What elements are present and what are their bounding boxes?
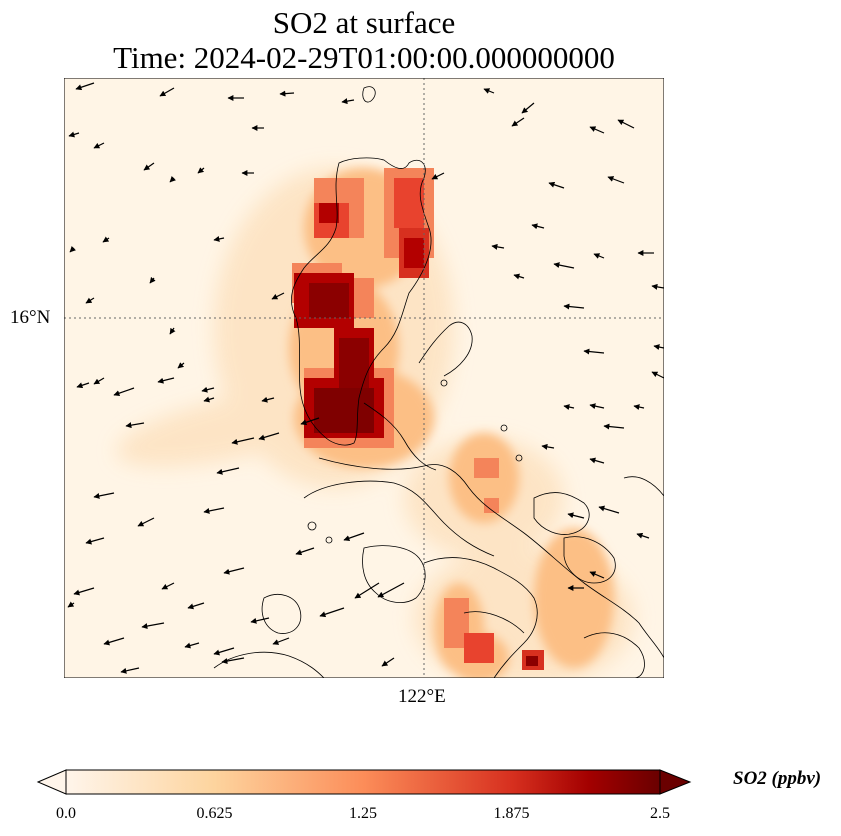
wind-arrow	[583, 348, 605, 355]
wind-arrow	[603, 423, 625, 430]
wind-arrow	[483, 88, 495, 94]
wind-arrow	[491, 243, 505, 250]
wind-arrow	[221, 657, 245, 664]
wind-arrow	[531, 223, 545, 230]
wind-arrow	[598, 505, 620, 514]
colorbar-label: SO2 (ppbv)	[733, 768, 822, 789]
wind-vectors	[67, 82, 664, 674]
gridlines	[64, 78, 664, 678]
wind-arrow	[213, 235, 225, 242]
wind-arrow	[177, 362, 185, 369]
wind-arrow	[511, 117, 525, 127]
wind-arrow	[203, 507, 225, 514]
wind-arrow	[513, 273, 525, 280]
wind-arrow	[653, 344, 664, 351]
wind-arrow	[102, 236, 110, 243]
wind-arrow	[589, 571, 605, 579]
wind-arrow	[354, 582, 380, 599]
wind-arrow	[607, 176, 625, 184]
wind-arrow	[521, 102, 535, 114]
colorbar-tick-label: 2.5	[650, 805, 670, 822]
wind-arrow	[381, 657, 395, 667]
wind-arrow	[250, 617, 270, 624]
map-subtitle: Time: 2024-02-29T01:00:00.000000000	[113, 40, 615, 75]
wind-arrow	[617, 119, 635, 129]
colorbar-tick-label: 1.875	[493, 805, 530, 822]
wind-arrow	[149, 276, 156, 284]
wind-arrow	[589, 403, 605, 410]
wind-arrow	[279, 90, 295, 97]
wind-arrow	[137, 517, 155, 527]
wind-arrow	[157, 377, 175, 384]
wind-arrow	[295, 547, 315, 556]
wind-arrow	[651, 283, 664, 290]
colorbar	[36, 769, 692, 795]
wind-arrow	[567, 512, 585, 519]
wind-arrow	[231, 437, 255, 445]
map-title: SO2 at surface	[272, 5, 456, 40]
wind-arrow	[341, 98, 355, 105]
so2-map	[64, 78, 664, 678]
wind-arrow	[548, 181, 565, 189]
colorbar-min-extend	[36, 769, 67, 795]
wind-arrow	[120, 667, 140, 674]
wind-arrow	[553, 262, 575, 269]
coastlines	[213, 86, 664, 678]
latitude-tick-label: 16°N	[10, 307, 51, 328]
wind-arrow	[161, 582, 175, 590]
wind-arrow	[541, 443, 555, 450]
wind-arrow	[93, 142, 105, 149]
wind-arrow	[187, 602, 205, 610]
wind-arrow	[93, 377, 105, 385]
wind-arrow	[159, 87, 175, 97]
wind-arrow	[272, 637, 290, 645]
colorbar-tick-label: 1.25	[349, 805, 377, 822]
wind-arrow	[85, 537, 105, 545]
colorbar-max-extend	[659, 769, 692, 795]
wind-arrow	[103, 637, 125, 646]
wind-arrow	[203, 396, 215, 403]
wind-arrow	[141, 622, 165, 629]
wind-arrow	[197, 167, 205, 174]
wind-arrow	[213, 647, 235, 656]
wind-arrow	[76, 382, 90, 389]
wind-arrow	[201, 386, 215, 393]
wind-arrow	[651, 371, 664, 379]
wind-arrow	[261, 396, 275, 403]
wind-arrow	[636, 532, 650, 539]
colorbar-tick-label: 0.0	[56, 805, 76, 822]
wind-arrow	[68, 131, 80, 138]
wind-arrow	[300, 417, 320, 426]
wind-arrow	[73, 587, 95, 596]
wind-arrow	[563, 404, 575, 411]
wind-arrow	[431, 172, 445, 180]
wind-arrow	[85, 297, 95, 304]
wind-arrow	[184, 642, 200, 649]
wind-arrow	[113, 387, 135, 397]
so2-field	[116, 168, 634, 678]
wind-arrow	[75, 82, 95, 91]
colorbar-tick-label: 0.625	[196, 805, 233, 822]
wind-arrow	[143, 162, 155, 171]
wind-arrow	[69, 246, 76, 253]
wind-arrow	[589, 457, 605, 464]
wind-arrow	[216, 467, 240, 475]
longitude-tick-label: 122°E	[398, 686, 446, 707]
colorbar-gradient	[65, 769, 661, 795]
wind-arrow	[563, 303, 585, 310]
wind-arrow	[319, 607, 345, 618]
wind-arrow	[589, 126, 605, 134]
wind-arrow	[125, 422, 145, 429]
wind-arrow	[343, 532, 365, 542]
wind-arrow	[93, 492, 115, 499]
wind-arrow	[223, 567, 245, 575]
wind-arrow	[271, 292, 285, 300]
wind-arrow	[377, 582, 405, 598]
wind-arrow	[169, 327, 176, 335]
wind-arrow	[633, 404, 645, 411]
wind-arrow	[67, 601, 75, 608]
wind-arrow	[169, 176, 176, 183]
wind-arrow	[593, 253, 605, 259]
wind-arrow	[258, 432, 280, 441]
